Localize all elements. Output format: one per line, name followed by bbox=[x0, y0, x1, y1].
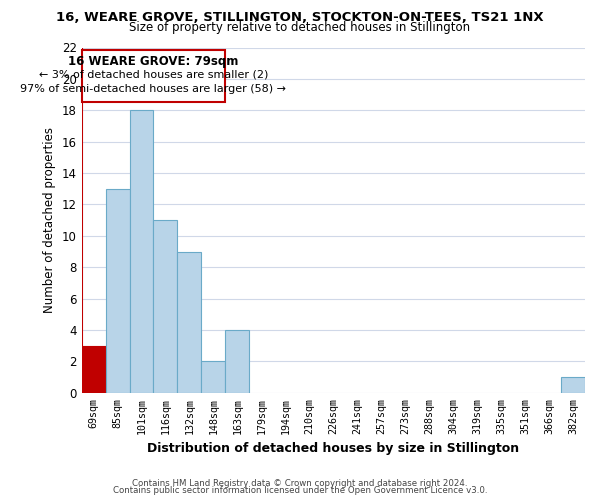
Bar bbox=[178, 252, 202, 393]
Text: 16, WEARE GROVE, STILLINGTON, STOCKTON-ON-TEES, TS21 1NX: 16, WEARE GROVE, STILLINGTON, STOCKTON-O… bbox=[56, 11, 544, 24]
Text: Contains HM Land Registry data © Crown copyright and database right 2024.: Contains HM Land Registry data © Crown c… bbox=[132, 478, 468, 488]
Text: Contains public sector information licensed under the Open Government Licence v3: Contains public sector information licen… bbox=[113, 486, 487, 495]
Bar bbox=[106, 189, 130, 393]
Y-axis label: Number of detached properties: Number of detached properties bbox=[43, 127, 56, 313]
FancyBboxPatch shape bbox=[82, 50, 226, 102]
Bar bbox=[130, 110, 154, 393]
Bar bbox=[226, 330, 250, 393]
Bar bbox=[82, 346, 106, 393]
Text: ← 3% of detached houses are smaller (2): ← 3% of detached houses are smaller (2) bbox=[39, 70, 268, 80]
Bar bbox=[202, 362, 226, 393]
Text: Size of property relative to detached houses in Stillington: Size of property relative to detached ho… bbox=[130, 21, 470, 34]
X-axis label: Distribution of detached houses by size in Stillington: Distribution of detached houses by size … bbox=[147, 442, 520, 455]
Text: 97% of semi-detached houses are larger (58) →: 97% of semi-detached houses are larger (… bbox=[20, 84, 286, 94]
Bar bbox=[154, 220, 178, 393]
Bar bbox=[561, 377, 585, 393]
Text: 16 WEARE GROVE: 79sqm: 16 WEARE GROVE: 79sqm bbox=[68, 54, 239, 68]
